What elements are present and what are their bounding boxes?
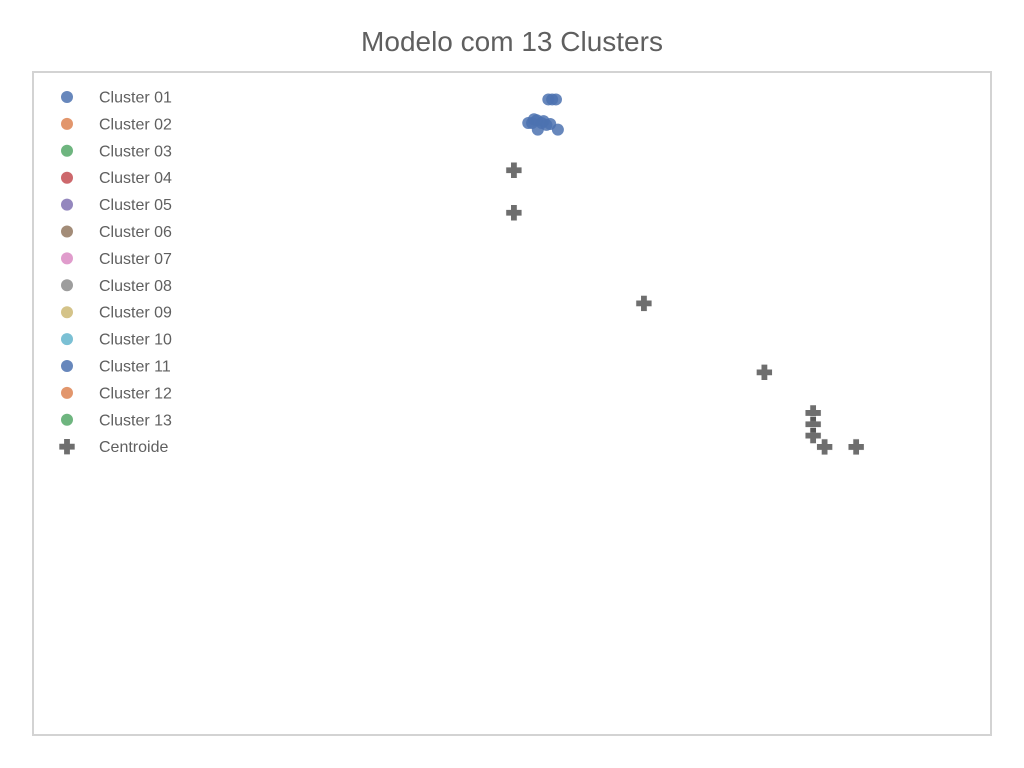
legend-item-cluster-06: Cluster 06 <box>61 224 172 241</box>
legend-item-cluster-02: Cluster 02 <box>61 116 172 133</box>
centroide-point-3 <box>635 295 653 312</box>
centroide-point-1 <box>505 161 523 179</box>
legend-label-cluster-12: Cluster 12 <box>99 385 172 402</box>
points-layer <box>505 93 865 456</box>
legend-label-cluster-05: Cluster 05 <box>99 197 172 214</box>
legend-item-cluster-08: Cluster 08 <box>61 278 172 295</box>
legend-label-cluster-06: Cluster 06 <box>99 224 172 241</box>
legend-item-cluster-10: Cluster 10 <box>61 332 172 349</box>
chart-title: Modelo com 13 Clusters <box>361 26 663 57</box>
legend-item-cluster-04: Cluster 04 <box>61 170 172 187</box>
legend-item-cluster-11: Cluster 11 <box>61 359 171 376</box>
centroide-point-2 <box>505 204 523 222</box>
legend-marker-cluster-02 <box>61 117 73 130</box>
legend-label-cluster-04: Cluster 04 <box>99 170 172 187</box>
centroide-point-8 <box>816 438 833 456</box>
legend-marker-cluster-08 <box>61 279 73 292</box>
cluster-01-point-11 <box>551 123 564 136</box>
legend-label-cluster-08: Cluster 08 <box>99 278 172 295</box>
legend-label-cluster-01: Cluster 01 <box>99 90 172 107</box>
legend-item-cluster-13: Cluster 13 <box>61 412 172 429</box>
centroide-point-4 <box>756 364 773 381</box>
legend-marker-cluster-09 <box>61 306 73 319</box>
legend-marker-cluster-05 <box>61 198 73 211</box>
cluster-01-point-3 <box>549 93 562 106</box>
legend-marker-cluster-12 <box>61 386 73 399</box>
legend-item-centroide: Centroide <box>58 438 168 456</box>
legend-marker-cluster-01 <box>61 91 73 103</box>
legend-label-cluster-11: Cluster 11 <box>99 359 171 376</box>
cluster-01-point-12 <box>531 123 544 136</box>
legend-marker-cluster-10 <box>61 333 73 346</box>
legend-item-cluster-07: Cluster 07 <box>61 251 172 268</box>
legend-marker-cluster-07 <box>61 252 73 265</box>
legend-marker-cluster-13 <box>61 413 73 426</box>
plot-frame <box>32 71 992 736</box>
legend-item-cluster-12: Cluster 12 <box>61 385 172 402</box>
legend-marker-cluster-11 <box>61 360 73 372</box>
centroide-point-7 <box>804 427 822 444</box>
legend-marker-centroide <box>58 438 76 455</box>
legend-marker-cluster-04 <box>61 171 73 184</box>
legend-item-cluster-09: Cluster 09 <box>61 305 172 322</box>
legend-label-cluster-02: Cluster 02 <box>99 116 172 133</box>
legend-item-cluster-01: Cluster 01 <box>61 90 172 107</box>
legend-label-centroide: Centroide <box>99 439 168 456</box>
legend-label-cluster-07: Cluster 07 <box>99 251 172 268</box>
legend-label-cluster-10: Cluster 10 <box>99 332 172 349</box>
cluster-01-point-10 <box>537 115 550 128</box>
legend-label-cluster-13: Cluster 13 <box>99 412 172 429</box>
legend-label-cluster-09: Cluster 09 <box>99 305 172 322</box>
centroide-point-9 <box>847 438 865 456</box>
legend-label-cluster-03: Cluster 03 <box>99 143 172 160</box>
legend-item-cluster-03: Cluster 03 <box>61 143 172 160</box>
legend-marker-cluster-03 <box>61 144 73 157</box>
legend-marker-cluster-06 <box>61 225 73 238</box>
legend: Cluster 01 Cluster 02 Cluster 03 Cluster 04… <box>58 90 172 456</box>
cluster-01-point-13 <box>527 113 540 126</box>
legend-item-cluster-05: Cluster 05 <box>61 197 172 214</box>
